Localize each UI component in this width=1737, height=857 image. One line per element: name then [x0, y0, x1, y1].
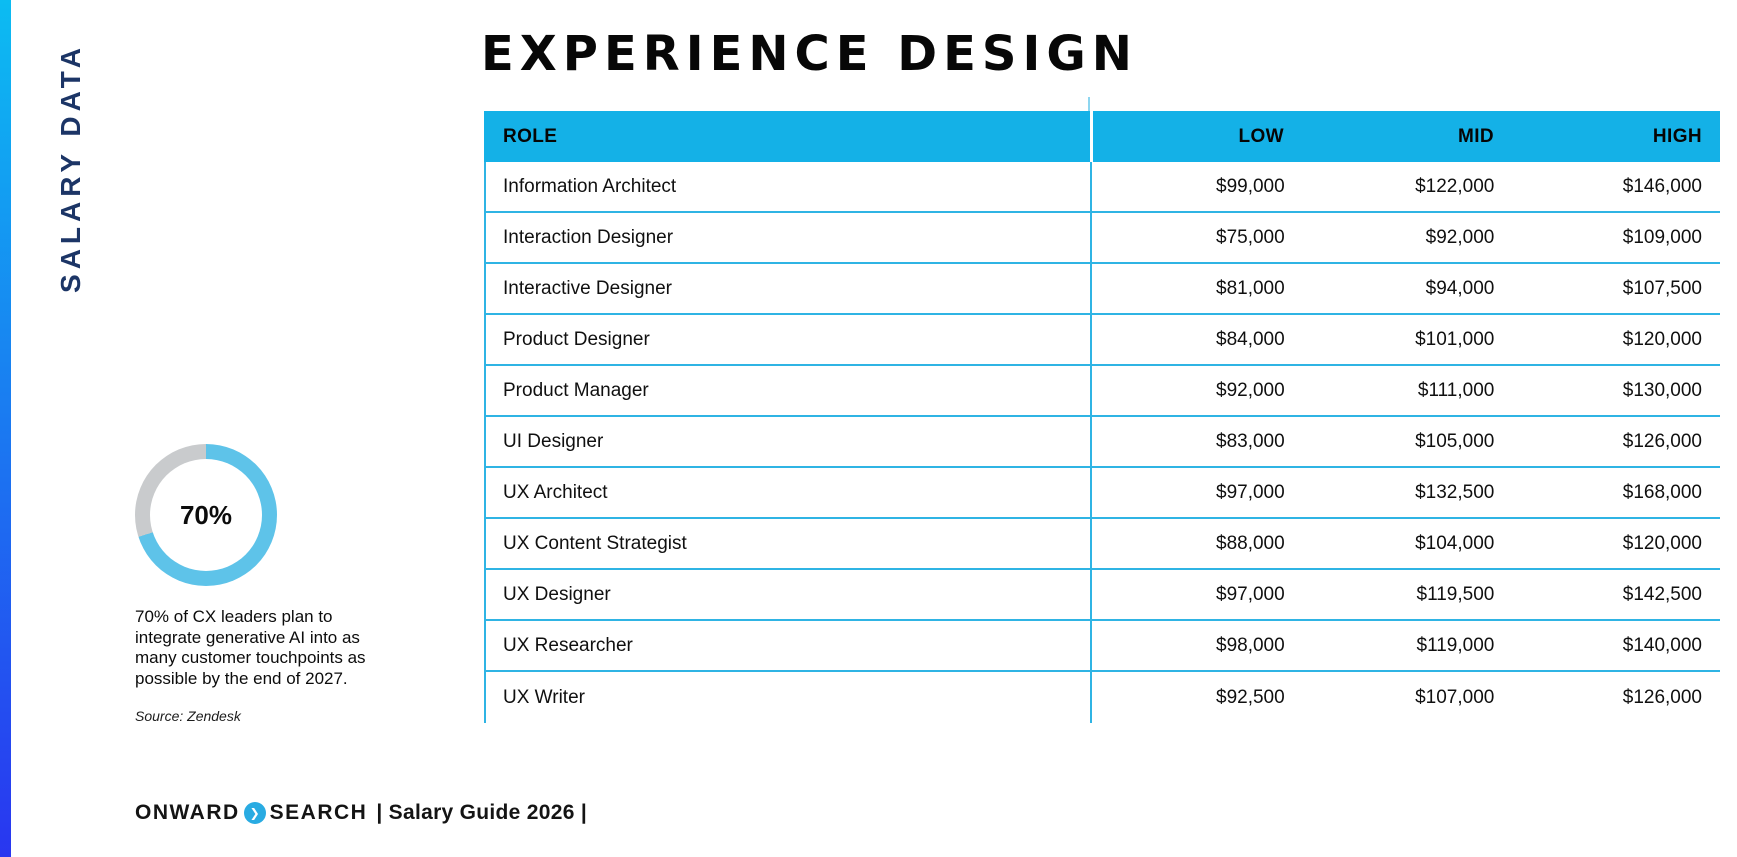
callout-text: 70% of CX leaders plan to integrate gene… — [135, 607, 366, 688]
footer-guide-text: | Salary Guide 2026 | — [376, 801, 588, 824]
mid-cell: $92,000 — [1425, 226, 1495, 248]
chevron-circle-icon: ❯ — [243, 802, 266, 824]
low-cell: $99,000 — [1216, 175, 1285, 197]
role-cell: UX Content Strategist — [503, 532, 687, 554]
mid-cell: $94,000 — [1425, 277, 1495, 299]
donut-center-label: 70% — [179, 499, 233, 530]
salary-table: ROLE LOW MID HIGH Information Architect … — [484, 97, 1720, 723]
high-cell: $126,000 — [1622, 686, 1702, 708]
role-cell: UX Researcher — [503, 634, 633, 656]
donut-hole — [150, 459, 262, 571]
table-row: UX Content Strategist $88,000 $104,000 $… — [486, 519, 1720, 570]
table-row: Product Manager $92,000 $111,000 $130,00… — [486, 366, 1720, 417]
table-row: Interaction Designer $75,000 $92,000 $10… — [486, 213, 1720, 264]
high-cell: $126,000 — [1622, 430, 1702, 452]
high-cell: $109,000 — [1622, 226, 1702, 248]
header-high: HIGH — [1652, 125, 1702, 147]
chevron-glyph: ❯ — [249, 806, 260, 820]
low-cell: $97,000 — [1216, 481, 1285, 503]
salary-data-label: SALARY DATA — [55, 43, 86, 293]
role-cell: UX Designer — [503, 583, 611, 605]
table-row: UX Researcher $98,000 $119,000 $140,000 — [486, 621, 1720, 672]
table-body: Information Architect $99,000 $122,000 $… — [484, 162, 1720, 723]
low-cell: $92,000 — [1216, 379, 1285, 401]
mid-cell: $119,000 — [1416, 634, 1495, 656]
table-row: UI Designer $83,000 $105,000 $126,000 — [486, 417, 1720, 468]
low-cell: $84,000 — [1216, 328, 1285, 350]
column-divider-line — [1090, 162, 1092, 723]
source-citation: Source: Zendesk — [135, 708, 241, 724]
header-low: LOW — [1090, 111, 1284, 162]
role-cell: Information Architect — [503, 175, 677, 197]
mid-cell: $119,500 — [1416, 583, 1495, 605]
mid-cell: $122,000 — [1415, 175, 1495, 197]
table-row: UX Architect $97,000 $132,500 $168,000 — [486, 468, 1720, 519]
low-cell: $81,000 — [1216, 277, 1285, 299]
low-cell: $88,000 — [1216, 532, 1285, 554]
mid-cell: $104,000 — [1415, 532, 1495, 554]
table-row: Interactive Designer $81,000 $94,000 $10… — [486, 264, 1720, 315]
role-cell: UI Designer — [503, 430, 604, 452]
high-cell: $120,000 — [1622, 532, 1702, 554]
low-cell: $75,000 — [1216, 226, 1285, 248]
high-cell: $142,500 — [1622, 583, 1702, 605]
role-cell: UX Writer — [503, 686, 585, 708]
footer-brand: ONWARD ❯ SEARCH | Salary Guide 2026 | — [135, 801, 587, 825]
page-title: EXPERIENCE DESIGN — [481, 26, 1138, 82]
brand-search: SEARCH — [269, 801, 368, 824]
table-header-row: ROLE LOW MID HIGH — [484, 111, 1720, 162]
high-cell: $140,000 — [1622, 634, 1702, 656]
role-cell: Product Designer — [503, 328, 650, 350]
header-mid: MID — [1457, 125, 1494, 147]
low-cell: $83,000 — [1216, 430, 1285, 452]
role-cell: UX Architect — [503, 481, 608, 503]
table-row: UX Designer $97,000 $119,500 $142,500 — [486, 570, 1720, 621]
mid-cell: $101,000 — [1415, 328, 1495, 350]
divider-stub-line — [1088, 97, 1090, 111]
mid-cell: $111,000 — [1417, 379, 1495, 401]
role-cell: Interactive Designer — [503, 277, 672, 299]
table-row: Product Designer $84,000 $101,000 $120,0… — [486, 315, 1720, 366]
mid-cell: $107,000 — [1415, 686, 1495, 708]
low-cell: $92,500 — [1216, 686, 1285, 708]
table-row: UX Writer $92,500 $107,000 $126,000 — [486, 672, 1720, 723]
high-cell: $120,000 — [1622, 328, 1702, 350]
high-cell: $168,000 — [1622, 481, 1702, 503]
high-cell: $107,500 — [1622, 277, 1702, 299]
low-cell: $97,000 — [1216, 583, 1285, 605]
donut-chart: 70% — [135, 444, 277, 586]
header-role: ROLE — [503, 125, 558, 147]
high-cell: $146,000 — [1622, 175, 1702, 197]
low-cell: $98,000 — [1216, 634, 1285, 656]
mid-cell: $132,500 — [1415, 481, 1495, 503]
role-cell: Product Manager — [503, 379, 649, 401]
left-gradient-bar — [0, 0, 11, 857]
mid-cell: $105,000 — [1415, 430, 1495, 452]
brand-onward: ONWARD — [135, 801, 240, 824]
role-cell: Interaction Designer — [503, 226, 674, 248]
sidebar-vertical-label: SALARY DATA — [34, 25, 108, 311]
table-row: Information Architect $99,000 $122,000 $… — [486, 162, 1720, 213]
high-cell: $130,000 — [1622, 379, 1702, 401]
